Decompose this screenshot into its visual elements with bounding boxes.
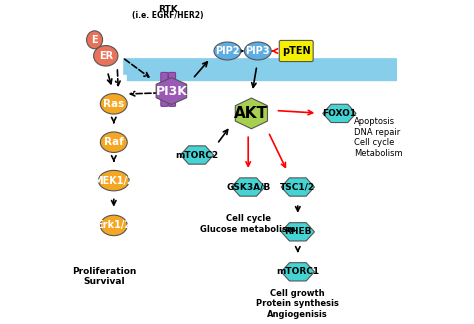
FancyArrowPatch shape	[272, 49, 278, 53]
Ellipse shape	[245, 42, 271, 60]
FancyArrowPatch shape	[296, 206, 300, 211]
Text: GSK3A/B: GSK3A/B	[226, 182, 270, 191]
Text: RHEB: RHEB	[284, 227, 311, 236]
Polygon shape	[180, 146, 214, 164]
Polygon shape	[281, 223, 314, 241]
FancyArrowPatch shape	[108, 74, 112, 84]
FancyArrowPatch shape	[111, 117, 116, 122]
Text: FOXO1: FOXO1	[322, 109, 356, 118]
FancyArrowPatch shape	[278, 110, 312, 115]
FancyArrowPatch shape	[296, 247, 300, 251]
Text: Ras: Ras	[103, 99, 124, 109]
FancyBboxPatch shape	[161, 73, 168, 106]
FancyArrowPatch shape	[111, 156, 116, 161]
Ellipse shape	[87, 31, 102, 49]
Polygon shape	[323, 104, 356, 122]
Text: Cell growth
Protein synthesis
Angiogenisis: Cell growth Protein synthesis Angiogenis…	[256, 289, 339, 319]
FancyArrowPatch shape	[111, 199, 116, 205]
Polygon shape	[281, 178, 314, 196]
Text: Cell cycle
Glucose metabolism: Cell cycle Glucose metabolism	[201, 214, 296, 234]
Text: Proliferation
Survival: Proliferation Survival	[72, 267, 137, 286]
Polygon shape	[235, 98, 267, 129]
Ellipse shape	[94, 46, 118, 66]
Polygon shape	[281, 263, 314, 281]
FancyArrowPatch shape	[219, 130, 228, 142]
FancyBboxPatch shape	[169, 73, 175, 106]
Ellipse shape	[100, 94, 127, 114]
FancyArrowPatch shape	[252, 68, 256, 87]
FancyArrowPatch shape	[125, 59, 149, 77]
Text: pTEN: pTEN	[282, 46, 310, 56]
Text: PI3K: PI3K	[155, 85, 187, 98]
FancyArrowPatch shape	[194, 62, 207, 77]
Text: (i.e. EGRF/HER2): (i.e. EGRF/HER2)	[132, 11, 204, 20]
Polygon shape	[232, 178, 265, 196]
FancyBboxPatch shape	[279, 40, 313, 62]
Ellipse shape	[99, 170, 129, 191]
Text: PIP3: PIP3	[246, 46, 270, 56]
FancyArrowPatch shape	[167, 85, 171, 91]
Text: mTORC1: mTORC1	[276, 267, 319, 276]
Text: PIP2: PIP2	[215, 46, 240, 56]
Text: mTORC2: mTORC2	[175, 151, 219, 159]
Ellipse shape	[100, 132, 127, 153]
Text: TSC1/2: TSC1/2	[280, 182, 315, 191]
Text: RTK: RTK	[158, 5, 178, 14]
FancyArrowPatch shape	[116, 70, 120, 86]
Ellipse shape	[214, 42, 241, 60]
Ellipse shape	[100, 215, 127, 236]
Text: AKT: AKT	[235, 106, 268, 121]
FancyArrowPatch shape	[269, 134, 285, 167]
Text: Erk1/2: Erk1/2	[96, 220, 131, 230]
Text: Apoptosis
DNA repair
Cell cycle
Metabolism: Apoptosis DNA repair Cell cycle Metaboli…	[354, 117, 402, 157]
FancyArrowPatch shape	[238, 49, 243, 53]
Polygon shape	[156, 77, 187, 104]
FancyArrowPatch shape	[246, 137, 250, 166]
Text: ER: ER	[99, 51, 113, 61]
Text: Raf: Raf	[104, 137, 124, 147]
Text: MEK1/2: MEK1/2	[93, 176, 134, 186]
Text: E: E	[91, 35, 98, 45]
FancyArrowPatch shape	[130, 91, 160, 96]
